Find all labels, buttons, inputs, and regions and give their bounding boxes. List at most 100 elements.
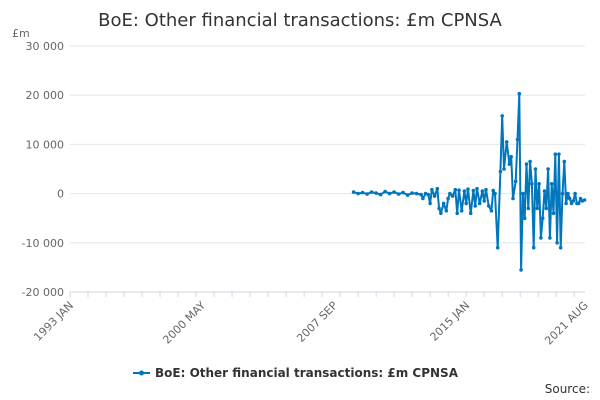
data-point[interactable] xyxy=(405,193,410,197)
data-point[interactable] xyxy=(410,191,414,195)
data-point[interactable] xyxy=(475,186,479,191)
data-point[interactable] xyxy=(555,241,559,245)
data-point[interactable] xyxy=(423,191,428,196)
data-point[interactable] xyxy=(430,187,434,192)
data-point[interactable] xyxy=(507,162,512,166)
data-point[interactable] xyxy=(459,209,464,213)
data-point[interactable] xyxy=(450,194,455,198)
data-point[interactable] xyxy=(356,191,360,196)
data-point[interactable] xyxy=(462,189,467,193)
data-point[interactable] xyxy=(509,154,513,159)
data-point[interactable] xyxy=(482,199,487,203)
data-point[interactable] xyxy=(457,188,461,192)
data-point[interactable] xyxy=(471,188,476,193)
data-point[interactable] xyxy=(401,190,405,195)
data-point[interactable] xyxy=(519,268,523,272)
data-point[interactable] xyxy=(553,152,558,156)
data-point[interactable] xyxy=(504,140,509,144)
data-point[interactable] xyxy=(558,245,563,250)
data-point[interactable] xyxy=(464,201,469,206)
data-point[interactable] xyxy=(526,206,531,211)
data-point[interactable] xyxy=(548,236,552,240)
data-point[interactable] xyxy=(576,201,581,206)
data-point[interactable] xyxy=(566,191,570,196)
data-point[interactable] xyxy=(493,191,497,196)
data-point[interactable] xyxy=(455,211,460,216)
data-point[interactable] xyxy=(477,201,482,206)
data-point[interactable] xyxy=(466,187,470,191)
data-point[interactable] xyxy=(528,159,532,164)
data-point[interactable] xyxy=(360,190,365,195)
data-point[interactable] xyxy=(486,204,491,208)
data-point[interactable] xyxy=(498,169,503,174)
data-point[interactable] xyxy=(564,201,568,206)
data-point[interactable] xyxy=(540,216,545,220)
data-point[interactable] xyxy=(582,198,587,202)
data-point[interactable] xyxy=(491,188,496,193)
data-point[interactable] xyxy=(468,211,473,216)
data-point[interactable] xyxy=(524,162,529,166)
data-point[interactable] xyxy=(567,196,572,201)
data-point[interactable] xyxy=(557,152,561,156)
data-point[interactable] xyxy=(419,192,423,197)
chart-title: BoE: Other financial transactions: £m CP… xyxy=(98,10,502,31)
data-point[interactable] xyxy=(351,190,356,194)
data-point[interactable] xyxy=(542,189,547,193)
data-point[interactable] xyxy=(444,209,449,213)
data-point[interactable] xyxy=(535,206,540,211)
data-point[interactable] xyxy=(383,189,387,194)
data-point[interactable] xyxy=(414,191,419,196)
data-point[interactable] xyxy=(432,194,437,198)
data-point[interactable] xyxy=(489,209,494,213)
data-point[interactable] xyxy=(448,191,452,196)
data-point[interactable] xyxy=(546,167,550,171)
x-tick-label: 2015 JAN xyxy=(428,299,473,344)
data-point[interactable] xyxy=(502,167,506,171)
data-point[interactable] xyxy=(435,186,440,191)
data-point[interactable] xyxy=(539,236,543,240)
data-point[interactable] xyxy=(446,196,450,201)
data-point[interactable] xyxy=(453,187,458,192)
data-point[interactable] xyxy=(480,189,485,193)
data-point[interactable] xyxy=(439,211,443,216)
data-point[interactable] xyxy=(500,114,505,118)
data-point[interactable] xyxy=(517,91,522,96)
series-layer xyxy=(351,91,587,272)
data-point[interactable] xyxy=(562,159,567,164)
data-point[interactable] xyxy=(573,191,577,196)
data-point[interactable] xyxy=(578,196,583,201)
data-point[interactable] xyxy=(537,182,541,186)
data-point[interactable] xyxy=(365,192,369,196)
data-point[interactable] xyxy=(544,206,549,211)
data-point[interactable] xyxy=(374,191,378,195)
data-point[interactable] xyxy=(421,196,425,201)
data-point[interactable] xyxy=(484,187,488,192)
data-point[interactable] xyxy=(513,179,518,184)
data-point[interactable] xyxy=(549,182,554,186)
data-point[interactable] xyxy=(387,191,392,196)
legend-point-marker xyxy=(139,370,144,376)
data-point[interactable] xyxy=(369,190,374,194)
data-point[interactable] xyxy=(522,216,527,220)
data-point[interactable] xyxy=(378,192,383,197)
data-point[interactable] xyxy=(396,192,401,196)
data-point[interactable] xyxy=(531,245,536,250)
data-point[interactable] xyxy=(441,201,446,206)
data-point[interactable] xyxy=(521,191,525,196)
data-point[interactable] xyxy=(533,167,538,171)
data-point[interactable] xyxy=(495,245,500,250)
legend[interactable]: BoE: Other financial transactions: £m CP… xyxy=(133,366,459,380)
data-point[interactable] xyxy=(515,137,520,142)
data-point[interactable] xyxy=(473,204,478,208)
data-point[interactable] xyxy=(392,190,396,194)
data-point[interactable] xyxy=(551,211,556,216)
y-unit-label: £m xyxy=(12,27,30,40)
data-point[interactable] xyxy=(530,182,534,186)
data-point[interactable] xyxy=(437,206,441,211)
data-point[interactable] xyxy=(428,201,432,206)
data-point[interactable] xyxy=(426,192,431,197)
data-point[interactable] xyxy=(560,191,565,196)
data-point[interactable] xyxy=(511,196,515,201)
data-point[interactable] xyxy=(571,199,576,203)
